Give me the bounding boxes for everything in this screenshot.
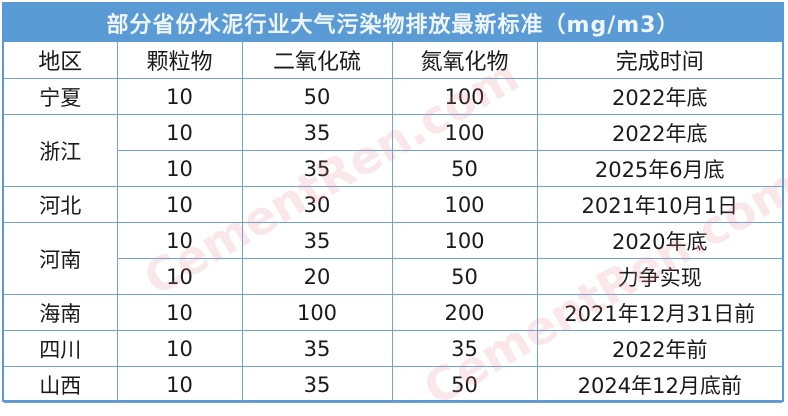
deadline-cell: 2024年12月底前 (536, 366, 782, 403)
table-row: 10 35 50 2025年6月底 (4, 150, 782, 187)
pm-cell: 10 (117, 150, 243, 187)
deadline-cell: 2022年前 (536, 330, 782, 367)
header-deadline: 完成时间 (536, 42, 782, 79)
deadline-cell: 2021年12月31日前 (536, 294, 782, 331)
deadline-cell: 2022年底 (536, 78, 782, 115)
deadline-cell: 2022年底 (536, 114, 782, 151)
header-row: 地区 颗粒物 二氧化硫 氮氧化物 完成时间 (4, 42, 782, 79)
deadline-cell: 力争实现 (536, 258, 782, 295)
table-row: 浙江 10 35 100 2022年底 (4, 114, 782, 187)
pm-cell: 10 (116, 186, 243, 223)
pm-cell: 10 (116, 222, 243, 259)
pm-cell: 10 (116, 114, 243, 151)
so2-cell: 35 (241, 222, 393, 259)
header-nox: 氮氧化物 (391, 42, 538, 79)
region-cell: 四川 (4, 330, 118, 367)
table-title: 部分省份水泥行业大气污染物排放最新标准（mg/m3） (4, 4, 782, 42)
so2-cell: 30 (241, 186, 393, 223)
table-row: 10 20 50 力争实现 (4, 258, 782, 295)
so2-cell: 35 (241, 330, 393, 367)
pm-cell: 10 (116, 78, 243, 115)
nox-cell: 50 (391, 258, 538, 295)
header-region: 地区 (4, 42, 118, 79)
nox-cell: 50 (391, 366, 538, 403)
pm-cell: 10 (116, 294, 243, 331)
region-cell: 海南 (4, 294, 118, 331)
pm-cell: 10 (117, 258, 243, 295)
pm-cell: 10 (116, 330, 243, 367)
region-cell: 河南 (4, 222, 118, 295)
deadline-cell: 2020年底 (536, 222, 782, 259)
table-row: 海南 10 100 200 2021年12月31日前 (4, 294, 782, 331)
table-row: 河南 10 35 100 2020年底 (4, 222, 782, 295)
table-row: 四川 10 35 35 2022年前 (4, 330, 782, 367)
emission-standards-table: 地区 颗粒物 二氧化硫 氮氧化物 完成时间 宁夏 10 50 100 2022年… (4, 42, 782, 403)
nox-cell: 100 (391, 186, 538, 223)
header-so2: 二氧化硫 (241, 42, 393, 79)
so2-cell: 100 (241, 294, 393, 331)
header-pm: 颗粒物 (116, 42, 243, 79)
nox-cell: 100 (391, 78, 538, 115)
so2-cell: 35 (241, 366, 393, 403)
region-cell: 山西 (4, 366, 118, 403)
deadline-cell: 2025年6月底 (536, 150, 782, 187)
nox-cell: 100 (391, 114, 538, 151)
region-cell: 宁夏 (4, 78, 118, 115)
nox-cell: 200 (391, 294, 538, 331)
nox-cell: 35 (391, 330, 538, 367)
so2-cell: 50 (241, 78, 393, 115)
nox-cell: 50 (391, 150, 538, 187)
so2-cell: 20 (241, 258, 393, 295)
so2-cell: 35 (241, 150, 393, 187)
table-row: 山西 10 35 50 2024年12月底前 (4, 366, 782, 403)
deadline-cell: 2021年10月1日 (536, 186, 782, 223)
pm-cell: 10 (116, 366, 243, 403)
table-row: 宁夏 10 50 100 2022年底 (4, 78, 782, 115)
nox-cell: 100 (391, 222, 538, 259)
region-cell: 浙江 (4, 114, 118, 187)
region-cell: 河北 (4, 186, 118, 223)
table-row: 河北 10 30 100 2021年10月1日 (4, 186, 782, 223)
so2-cell: 35 (241, 114, 393, 151)
emission-standards-table-container: 部分省份水泥行业大气污染物排放最新标准（mg/m3） 地区 颗粒物 二氧化硫 氮… (2, 2, 784, 403)
